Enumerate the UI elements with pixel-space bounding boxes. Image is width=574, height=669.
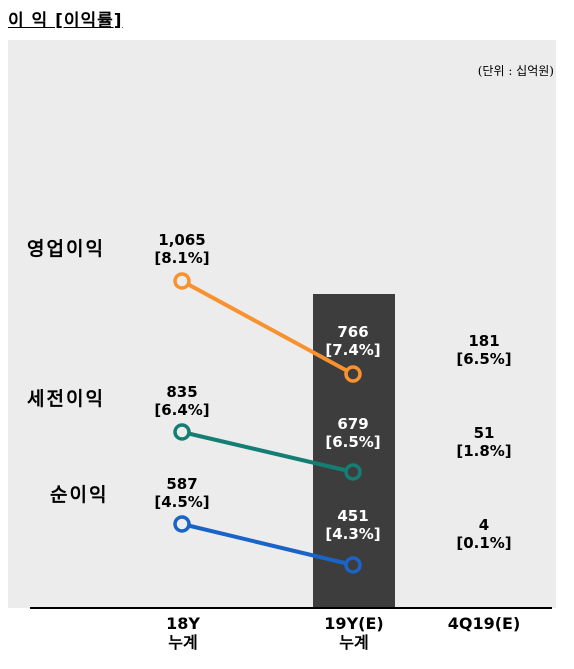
- value-label-pretax-4q19: 51 [1.8%]: [456, 424, 512, 460]
- data-point-operating-19y: [344, 365, 362, 383]
- data-point-net-18y: [173, 515, 191, 533]
- value-label-pretax-18y: 835 [6.4%]: [154, 383, 210, 419]
- series-line-net: [181, 522, 354, 567]
- category-label-18y: 18Y 누계: [166, 614, 200, 652]
- value-label-net-18y: 587 [4.5%]: [154, 475, 210, 511]
- unit-note: (단위 : 십억원): [477, 64, 554, 78]
- value-label-operating-19y: 766 [7.4%]: [325, 323, 381, 359]
- value-label-net-4q19: 4 [0.1%]: [456, 516, 512, 552]
- series-label-pretax: 세전이익: [27, 388, 105, 410]
- category-label-4q19: 4Q19(E): [447, 614, 521, 633]
- chart-title: 이 익 [이익률]: [8, 11, 123, 31]
- highlight-column: [313, 294, 395, 608]
- value-label-operating-18y: 1,065 [8.1%]: [154, 231, 210, 267]
- data-point-net-19y: [344, 556, 362, 574]
- value-label-pretax-19y: 679 [6.5%]: [325, 415, 381, 451]
- value-label-net-19y: 451 [4.3%]: [325, 507, 381, 543]
- value-label-operating-4q19: 181 [6.5%]: [456, 332, 512, 368]
- category-label-19y: 19Y(E) 누계: [324, 614, 384, 652]
- series-label-net: 순이익: [50, 484, 109, 506]
- series-label-operating: 영업이익: [27, 238, 105, 260]
- data-point-pretax-18y: [173, 423, 191, 441]
- chart-panel: [8, 40, 556, 608]
- x-axis-baseline: [30, 607, 552, 609]
- series-line-operating: [181, 279, 354, 376]
- data-point-operating-18y: [173, 272, 191, 290]
- data-point-pretax-19y: [344, 463, 362, 481]
- series-line-pretax: [181, 430, 354, 474]
